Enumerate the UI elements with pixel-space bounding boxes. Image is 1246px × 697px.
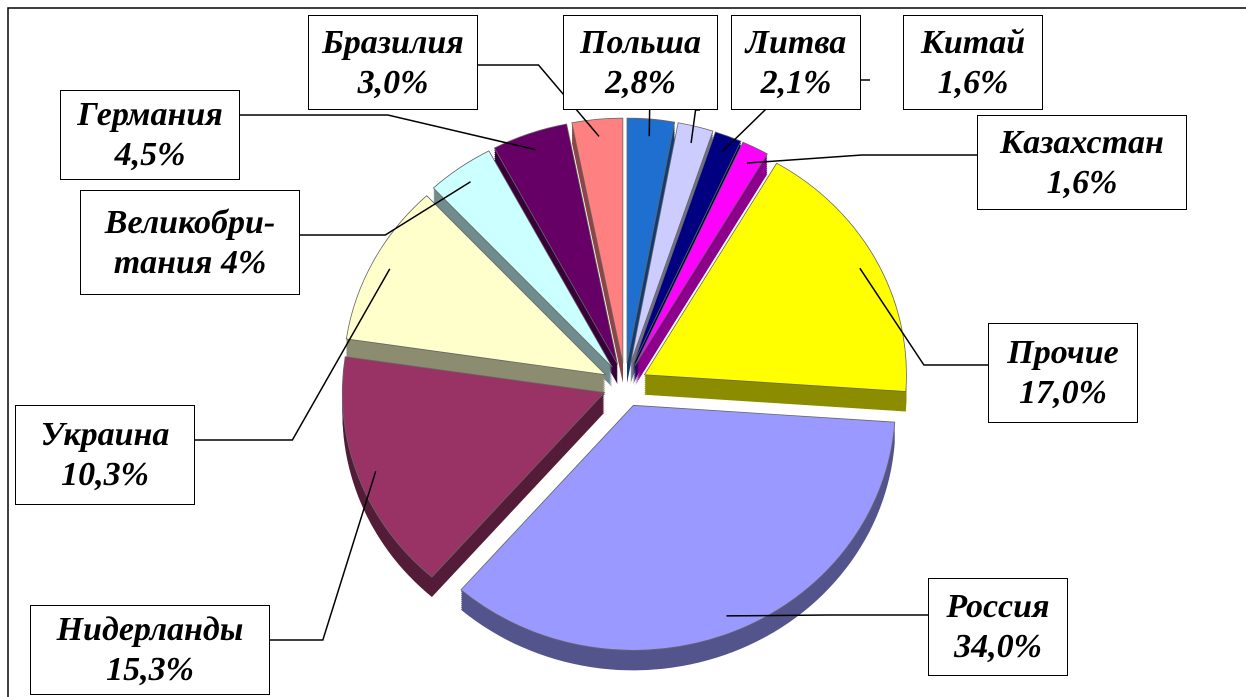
slice-top (643, 162, 907, 392)
slice-top (571, 117, 624, 364)
slice (341, 356, 606, 598)
data-label-box: Польша 2,8% (563, 15, 718, 110)
data-label: Польша 2,8% (564, 23, 717, 103)
data-label: Китай 1,6% (904, 23, 1042, 103)
slice (345, 195, 607, 395)
value-label: 2,1% (760, 63, 832, 101)
leader-line (859, 267, 988, 366)
data-label-box: Великобри-тания 4% (80, 190, 300, 295)
category-label: Германия (77, 96, 223, 133)
data-label: Украина 10,3% (16, 415, 194, 495)
value-label: 1,6% (1046, 163, 1118, 201)
value-label: 2,8% (605, 63, 676, 101)
leader-line (270, 471, 377, 641)
data-label-box: Бразилия 3,0% (308, 15, 478, 110)
data-label-box: Германия 4,5% (60, 90, 240, 180)
category-label: Прочие (1007, 334, 1119, 371)
data-label: Великобри-тания 4% (81, 203, 299, 283)
data-label: Казахстан 1,6% (978, 123, 1186, 203)
slice (571, 117, 624, 384)
data-label-box: Прочие 17,0% (988, 323, 1138, 423)
category-label: Казахстан (1000, 123, 1164, 161)
data-label-box: Украина 10,3% (15, 405, 195, 505)
value-label: 17,0% (1019, 374, 1107, 411)
slice (460, 404, 896, 671)
leader-line (690, 109, 700, 144)
data-label: Прочие 17,0% (989, 333, 1137, 413)
data-label-box: Китай 1,6% (903, 15, 1043, 110)
value-label: 4,5% (114, 136, 186, 173)
data-label: Литва 2,1% (732, 23, 860, 103)
data-label-box: Казахстан 1,6% (977, 115, 1187, 210)
data-label: Германия 4,5% (61, 95, 239, 175)
category-label: Великобри-тания (104, 203, 276, 281)
leader-line (746, 154, 977, 164)
leader-line (240, 114, 536, 151)
slice-top (460, 404, 896, 651)
slice-top (493, 123, 618, 365)
leader-line (195, 268, 391, 441)
slice-top (634, 141, 768, 366)
value-label: 4% (220, 243, 267, 281)
slice-top (345, 195, 607, 376)
data-label-box: Россия 34,0% (928, 578, 1068, 676)
data-label: Нидерланды 15,3% (31, 610, 269, 690)
leader-line (478, 64, 600, 137)
slice (432, 150, 613, 388)
slice (643, 162, 907, 412)
category-label: Польша (580, 23, 701, 61)
leader-line (300, 181, 471, 236)
value-label: 15,3% (106, 651, 194, 688)
data-label-box: Нидерланды 15,3% (30, 605, 270, 695)
value-label: 3,0% (357, 63, 429, 101)
slice-top (630, 122, 714, 364)
data-label: Россия 34,0% (929, 587, 1067, 667)
leader-line (726, 614, 928, 617)
value-label: 10,3% (61, 456, 149, 493)
chart-frame (7, 7, 1246, 697)
value-label: 34,0% (954, 628, 1042, 665)
slice (634, 141, 768, 386)
slice-top (632, 131, 742, 365)
slice-top (432, 150, 613, 368)
category-label: Украина (40, 416, 170, 453)
leader-line (648, 109, 651, 137)
data-label-box: Литва 2,1% (731, 15, 861, 110)
value-label: 1,6% (937, 63, 1009, 101)
category-label: Литва (745, 23, 847, 61)
slice (626, 117, 676, 384)
data-label: Бразилия 3,0% (309, 23, 477, 103)
category-label: Россия (946, 588, 1050, 625)
category-label: Китай (920, 23, 1026, 61)
slice-top (626, 117, 676, 364)
category-label: Нидерланды (56, 611, 244, 648)
category-label: Бразилия (322, 23, 464, 61)
slice-top (341, 356, 606, 578)
